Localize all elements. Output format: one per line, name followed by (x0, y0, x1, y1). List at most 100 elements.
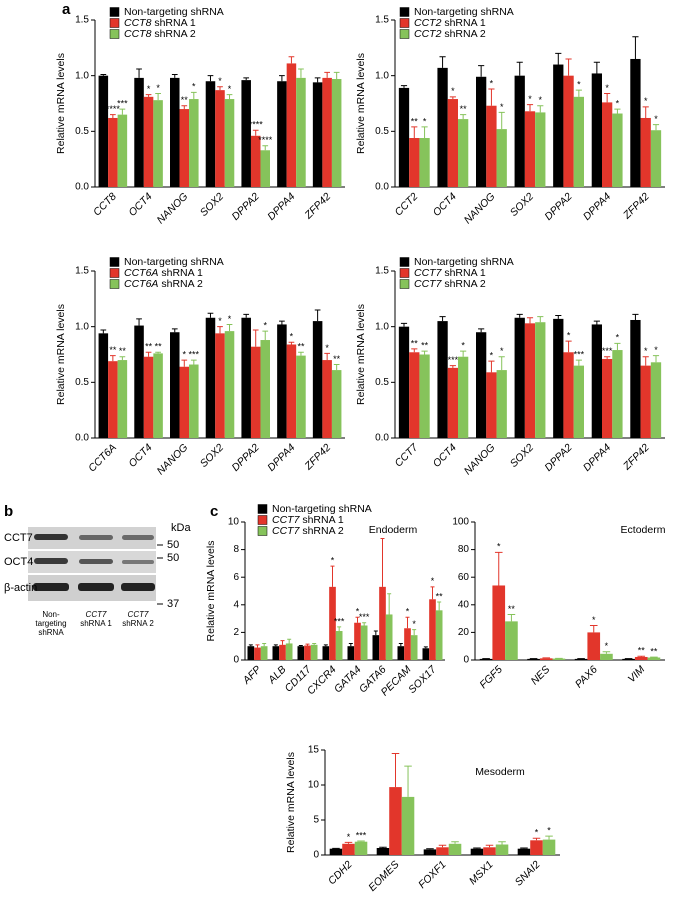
blot-lane-label: CCT7 (86, 610, 107, 619)
bar (205, 317, 216, 438)
legend-swatch (399, 268, 410, 278)
bar (539, 658, 553, 660)
error-bar (391, 753, 400, 788)
error-bar (348, 642, 353, 647)
bar (573, 365, 584, 438)
error-bar (255, 644, 260, 648)
error-bar (190, 91, 197, 100)
legend-label: CCT2 shRNA 2 (414, 28, 486, 40)
legend-swatch (109, 7, 120, 17)
error-bar (632, 313, 639, 320)
band (34, 534, 68, 540)
bar (286, 63, 297, 187)
bar (153, 353, 163, 438)
error-bar (498, 111, 505, 130)
legend-swatch (109, 257, 120, 267)
error-bar (589, 625, 598, 633)
bar (153, 100, 163, 187)
x-tick-label: GATA4 (332, 663, 364, 695)
significance-label: ** (411, 116, 419, 126)
blot-row-label: β-actin (4, 582, 37, 594)
significance-label: * (539, 95, 543, 105)
bar (224, 99, 235, 187)
legend-label: CCT8 shRNA 1 (124, 17, 196, 29)
significance-label: * (605, 641, 609, 651)
panel-annotation: Ectoderm (621, 524, 666, 536)
error-bar (243, 313, 250, 318)
legend-label: Non-targeting shRNA (124, 6, 224, 18)
bar (423, 849, 437, 855)
error-bar (507, 613, 516, 622)
error-bar (373, 630, 378, 636)
significance-label: ** (508, 604, 516, 614)
band (122, 535, 154, 540)
error-bar (652, 355, 660, 363)
error-bar (119, 108, 126, 115)
error-bar (110, 355, 116, 362)
x-tick-label: CCT7 (392, 441, 421, 470)
significance-label: * (218, 76, 222, 86)
error-bar (279, 320, 285, 325)
error-bar (421, 350, 428, 355)
error-bar (171, 328, 178, 333)
bar (296, 77, 306, 187)
y-tick-label: 0 (233, 655, 239, 666)
bar (312, 82, 323, 187)
legend-label: CCT6A shRNA 1 (124, 267, 203, 279)
bar (134, 325, 144, 438)
x-tick-label: MSX1 (467, 859, 496, 888)
bar (553, 318, 564, 438)
bar (108, 361, 118, 438)
error-bar (642, 356, 649, 366)
error-bar (437, 601, 442, 611)
bar (354, 841, 368, 855)
bar (429, 599, 436, 660)
x-tick-label: CCT8 (91, 190, 119, 218)
y-tick-label: 4 (233, 599, 239, 610)
error-bar (400, 322, 408, 327)
significance-label: * (263, 320, 267, 330)
bar (492, 585, 506, 660)
blot-lane-label: CCT7 (128, 610, 149, 619)
x-tick-label: DPPA2 (542, 190, 574, 222)
significance-label: **** (258, 135, 273, 145)
blot-lane-label: Non- (42, 610, 60, 619)
bar (409, 138, 420, 187)
x-tick-label: ZFP42 (302, 441, 334, 473)
bar (447, 99, 458, 187)
error-bar (355, 616, 360, 623)
bar (476, 332, 487, 438)
error-bar (262, 145, 269, 151)
error-bar (273, 644, 278, 647)
error-bar (100, 74, 107, 76)
bar (602, 358, 613, 438)
error-bar (379, 846, 387, 848)
error-bar (565, 340, 572, 353)
significance-label: ** (460, 104, 468, 114)
bar (347, 646, 355, 660)
bar (335, 631, 343, 660)
error-bar (155, 351, 161, 354)
error-bar (478, 65, 485, 77)
bar (354, 622, 361, 660)
bar (170, 77, 180, 187)
error-bar (498, 841, 506, 845)
bar (650, 362, 662, 438)
x-tick-label: DPPA4 (581, 190, 613, 222)
x-tick-label: DPPA4 (581, 441, 613, 473)
error-bar (357, 840, 365, 842)
band (33, 583, 69, 591)
blot-marker: 50 (167, 539, 179, 551)
significance-label: ** (650, 646, 658, 656)
bar (241, 317, 251, 438)
y-tick-label: 40 (458, 599, 470, 610)
x-tick-label: SNAI2 (513, 858, 543, 888)
error-bar (537, 316, 544, 323)
legend-swatch (109, 279, 120, 289)
blot-row-label: OCT4 (4, 556, 33, 568)
legend-swatch (399, 7, 410, 17)
chart: 0 5 10 15 Relative mRNA levels CDH2 EOMES FOXF1… (285, 745, 560, 894)
significance-label: ** (145, 342, 153, 352)
significance-label: ** (436, 591, 444, 601)
